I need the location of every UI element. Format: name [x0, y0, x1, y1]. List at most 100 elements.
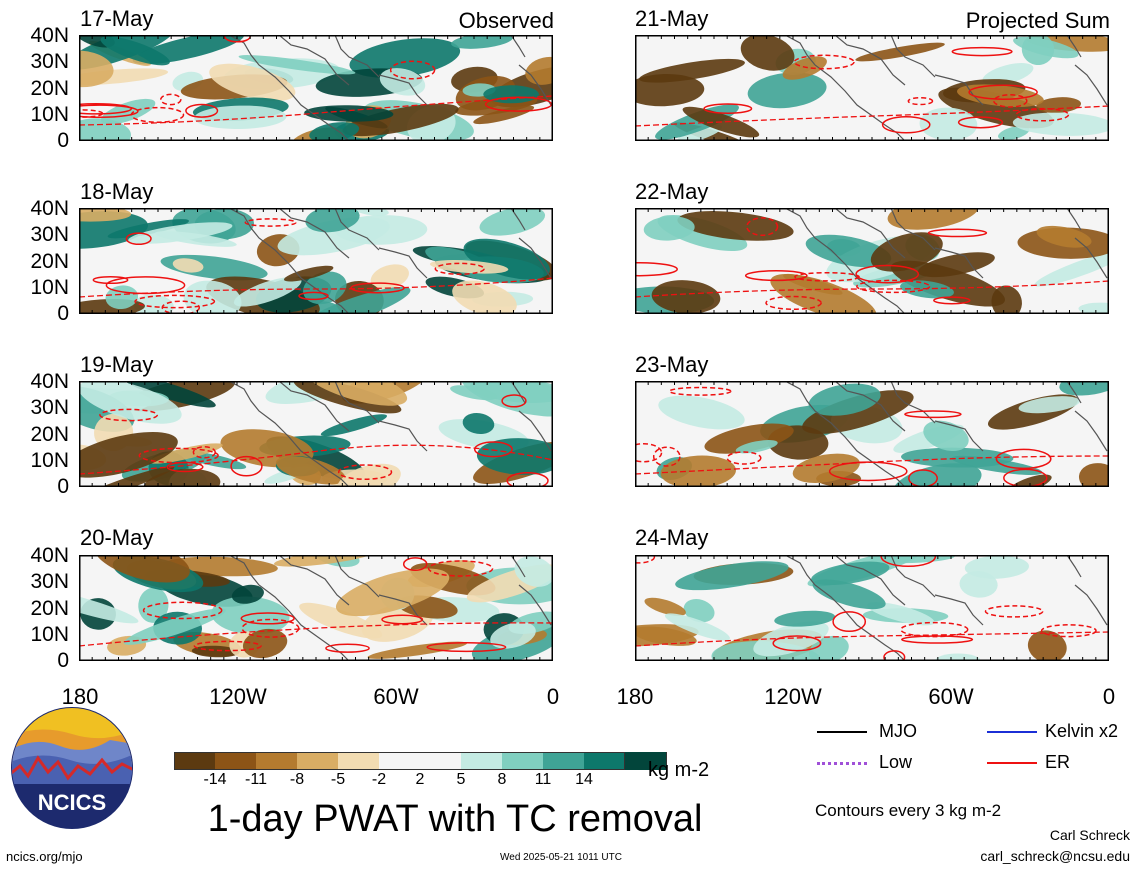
positive-anomaly-area — [643, 216, 695, 241]
er-contour — [984, 605, 1044, 618]
colorbar-tick-label: -11 — [245, 771, 267, 788]
map-panel-17-may — [79, 35, 553, 141]
positive-anomaly-area — [901, 447, 1014, 468]
positive-anomaly-area — [79, 381, 182, 424]
pwat-map — [79, 208, 553, 314]
panel-date-label: 19-May — [80, 352, 154, 377]
er-contour — [79, 622, 553, 647]
er-contour — [427, 560, 494, 577]
y-tick-label: 30N — [30, 570, 69, 594]
er-contour — [79, 109, 104, 118]
er-contour — [900, 621, 969, 638]
pwat-map — [79, 555, 553, 661]
er-contour — [832, 611, 867, 633]
kelvin-legend-label: Kelvin x2 — [1045, 721, 1119, 741]
negative-anomaly-area — [1036, 225, 1092, 248]
er-contour — [506, 472, 549, 487]
positive-anomaly-area — [964, 555, 1029, 579]
er-contour — [192, 446, 216, 459]
er-contour — [635, 555, 656, 564]
y-tick-label: 40N — [30, 24, 69, 47]
x-tick-label: 0 — [546, 684, 560, 709]
map-panel-21-may — [635, 35, 1109, 141]
map-panel-18-may — [79, 208, 553, 314]
positive-anomaly-area — [808, 383, 881, 416]
positive-anomaly-area — [919, 107, 978, 141]
positive-anomaly-area — [658, 395, 745, 430]
positive-anomaly-area — [774, 610, 836, 627]
er-contour — [473, 441, 513, 458]
positive-anomaly-area — [79, 211, 149, 249]
negative-anomaly-area — [336, 463, 401, 487]
negative-anomaly-area — [917, 252, 995, 278]
y-tick-label: 0 — [57, 129, 69, 153]
er-contour — [933, 296, 971, 305]
coastline — [228, 555, 552, 661]
er-contour — [134, 294, 216, 309]
negative-anomaly-area — [1036, 97, 1082, 114]
colorbar-tick-label: -2 — [371, 771, 387, 788]
x-tick-label: 180 — [61, 684, 99, 709]
coastline — [784, 381, 1108, 487]
positive-anomaly-area — [351, 208, 389, 216]
panel-date-label: 24-May — [635, 525, 709, 550]
y-tick-label: 30N — [30, 396, 69, 420]
y-tick-label: 10N — [30, 622, 69, 646]
er-contour — [957, 116, 1004, 129]
negative-anomaly-area — [887, 208, 980, 230]
positive-anomaly-area — [1013, 36, 1079, 59]
panel-date-label: 20-May — [80, 525, 154, 550]
er-contour — [828, 461, 908, 482]
er-contour — [855, 264, 920, 284]
panel-date-label: 17-May — [80, 6, 154, 31]
er-contour — [772, 635, 822, 652]
er-contour — [501, 394, 527, 408]
negative-anomaly-area — [335, 568, 450, 617]
panel-date-label: 21-May — [635, 6, 709, 31]
negative-anomaly-area — [148, 443, 223, 464]
y-tick-label: 0 — [57, 649, 69, 673]
er-contour — [402, 557, 428, 572]
negative-anomaly-area — [276, 456, 346, 485]
er-contour — [138, 447, 219, 464]
negative-anomaly-area — [770, 274, 877, 314]
y-tick-label: 20N — [30, 422, 69, 446]
footer-email: carl_schreck@ncsu.edu — [980, 848, 1130, 864]
colorbar-tick-label: -14 — [203, 771, 227, 788]
negative-anomaly-area — [704, 423, 794, 454]
positive-anomaly-area — [935, 653, 981, 661]
panel-date-label: 18-May — [80, 179, 154, 204]
er-contour — [79, 95, 553, 126]
er-contour — [241, 618, 300, 638]
contour-note: Contours every 3 kg m-2 — [815, 801, 1002, 820]
positive-anomaly-area — [138, 587, 169, 623]
negative-anomaly-area — [342, 103, 459, 137]
y-tick-label: 0 — [57, 302, 69, 326]
mjo-legend-label: MJO — [879, 721, 917, 741]
negative-anomaly-area — [792, 453, 860, 484]
er-contour — [193, 640, 262, 652]
positive-anomaly-area — [303, 271, 347, 305]
map-panel-23-may — [635, 381, 1109, 487]
coastline — [784, 555, 1108, 661]
mjo-legend-line — [817, 731, 867, 733]
y-tick-label: 30N — [30, 223, 69, 247]
er-contour — [703, 103, 753, 114]
panel-date-label: 23-May — [635, 352, 709, 377]
logo-text: NCICS — [38, 790, 106, 815]
observed-header: Observed — [458, 8, 554, 33]
positive-anomaly-area — [664, 613, 730, 641]
map-panel-20-may — [79, 555, 553, 661]
er-contour — [381, 614, 424, 625]
pwat-map — [79, 381, 553, 487]
er-contour — [635, 455, 1109, 475]
positive-anomaly-area — [233, 276, 302, 307]
er-contour — [244, 218, 297, 227]
er-contour — [635, 280, 1109, 298]
er-contour — [904, 410, 962, 419]
projected-column: 21-May Projected Sum 22-May 23-May 24-Ma… — [560, 0, 1135, 700]
er-contour — [142, 601, 223, 620]
colorbar-tick-label: 8 — [497, 771, 507, 788]
colorbar-units: kg m-2 — [648, 759, 710, 781]
positive-anomaly-area — [128, 222, 233, 244]
